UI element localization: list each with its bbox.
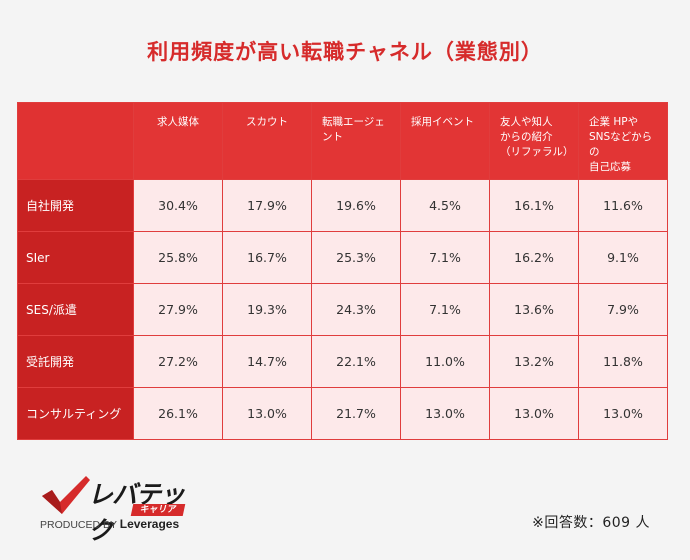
data-cell: 22.1% — [311, 335, 401, 388]
corner-cell — [17, 102, 134, 180]
column-header: 採用イベント — [400, 102, 490, 180]
row-header: SIer — [17, 231, 134, 284]
column-header: 友人や知人 からの紹介 （リファラル） — [489, 102, 579, 180]
table-row: SES/派遣 27.9% 19.3% 24.3% 7.1% 13.6% 7.9% — [17, 283, 668, 336]
data-cell: 19.3% — [222, 283, 312, 336]
row-header: 受託開発 — [17, 335, 134, 388]
data-cell: 7.1% — [400, 231, 490, 284]
chart-title: 利用頻度が高い転職チャネル（業態別） — [147, 40, 543, 64]
data-cell: 25.3% — [311, 231, 401, 284]
logo-credit: PRODUCED BY Leverages — [40, 517, 179, 531]
data-cell: 7.1% — [400, 283, 490, 336]
data-cell: 17.9% — [222, 179, 312, 232]
data-cell: 11.8% — [578, 335, 668, 388]
channel-table: 求人媒体 スカウト 転職エージェ ント 採用イベント 友人や知人 からの紹介 （… — [17, 102, 668, 440]
data-cell: 13.2% — [489, 335, 579, 388]
data-cell: 13.0% — [400, 387, 490, 440]
check-mark-icon — [42, 476, 90, 514]
data-cell: 24.3% — [311, 283, 401, 336]
data-cell: 7.9% — [578, 283, 668, 336]
data-cell: 16.1% — [489, 179, 579, 232]
data-cell: 11.6% — [578, 179, 668, 232]
respondent-count-note: ※回答数：609 人 — [532, 515, 650, 531]
data-cell: 9.1% — [578, 231, 668, 284]
column-header: 求人媒体 — [133, 102, 223, 180]
data-cell: 11.0% — [400, 335, 490, 388]
data-cell: 16.7% — [222, 231, 312, 284]
data-cell: 27.2% — [133, 335, 223, 388]
header-row: 求人媒体 スカウト 転職エージェ ント 採用イベント 友人や知人 からの紹介 （… — [17, 102, 668, 180]
data-cell: 13.0% — [578, 387, 668, 440]
logo-subbrand: キャリア — [130, 504, 186, 516]
row-header: 自社開発 — [17, 179, 134, 232]
table-row: コンサルティング 26.1% 13.0% 21.7% 13.0% 13.0% 1… — [17, 387, 668, 440]
data-cell: 14.7% — [222, 335, 312, 388]
data-cell: 30.4% — [133, 179, 223, 232]
data-cell: 13.6% — [489, 283, 579, 336]
data-cell: 13.0% — [489, 387, 579, 440]
data-cell: 19.6% — [311, 179, 401, 232]
data-cell: 13.0% — [222, 387, 312, 440]
credit-brand: Leverages — [119, 517, 180, 531]
row-header: コンサルティング — [17, 387, 134, 440]
table-row: 受託開発 27.2% 14.7% 22.1% 11.0% 13.2% 11.8% — [17, 335, 668, 388]
column-header: 企業 HPや SNSなどからの 自己応募 — [578, 102, 668, 180]
data-cell: 4.5% — [400, 179, 490, 232]
row-header: SES/派遣 — [17, 283, 134, 336]
data-cell: 21.7% — [311, 387, 401, 440]
table-row: SIer 25.8% 16.7% 25.3% 7.1% 16.2% 9.1% — [17, 231, 668, 284]
levtech-logo: レバテック キャリア PRODUCED BY Leverages — [40, 474, 200, 545]
data-cell: 25.8% — [133, 231, 223, 284]
column-header: 転職エージェ ント — [311, 102, 401, 180]
data-cell: 27.9% — [133, 283, 223, 336]
data-cell: 16.2% — [489, 231, 579, 284]
credit-prefix: PRODUCED BY — [40, 519, 117, 531]
column-header: スカウト — [222, 102, 312, 180]
data-cell: 26.1% — [133, 387, 223, 440]
table-row: 自社開発 30.4% 17.9% 19.6% 4.5% 16.1% 11.6% — [17, 179, 668, 232]
